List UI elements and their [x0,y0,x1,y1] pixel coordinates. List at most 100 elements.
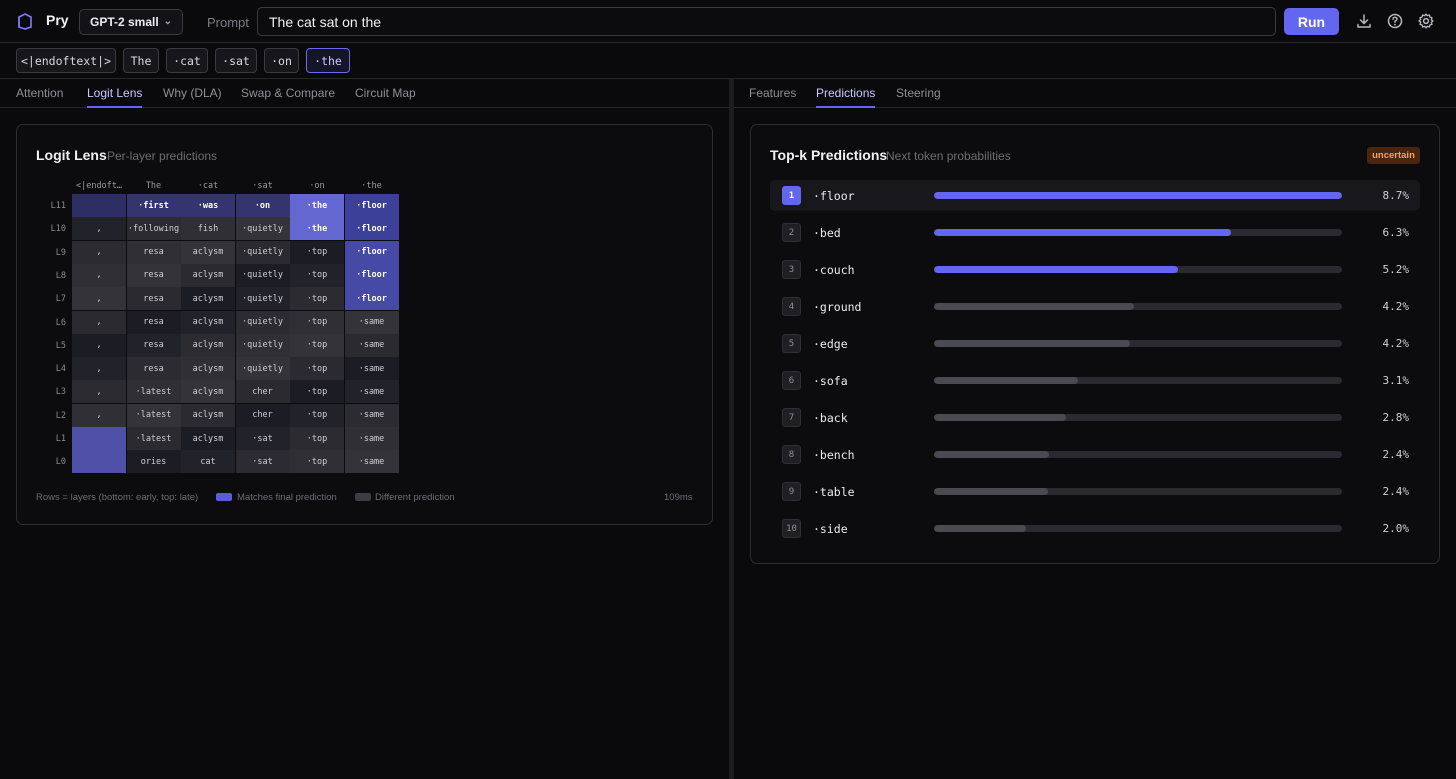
logit-lens-cell[interactable]: resa [126,310,181,334]
logit-lens-cell[interactable]: ·floor [344,287,399,311]
logit-lens-cell[interactable]: aclysm [181,333,235,357]
tab-features[interactable]: Features [749,86,797,100]
logit-lens-cell[interactable]: ·sat [235,450,290,474]
logit-lens-cell[interactable]: aclysm [181,357,235,381]
logit-lens-cell[interactable]: ·on [235,194,290,217]
logit-lens-cell[interactable]: , [72,217,126,241]
pane-divider[interactable] [729,79,734,779]
tab-circuit-map[interactable]: Circuit Map [355,86,416,100]
help-icon[interactable] [1386,12,1404,30]
prediction-row[interactable]: 8 ·bench 2.4% [770,439,1420,470]
logit-lens-cell[interactable]: aclysm [181,240,235,264]
logit-lens-cell[interactable]: , [72,287,126,311]
logit-lens-cell[interactable] [72,450,126,474]
logit-lens-cell[interactable]: ·the [290,217,344,241]
logit-lens-cell[interactable]: cher [235,403,290,427]
logit-lens-cell[interactable]: ·top [290,450,344,474]
token-chip-selected[interactable]: ·the [306,48,350,73]
logit-lens-cell[interactable]: aclysm [181,310,235,334]
tab-attention[interactable]: Attention [16,86,64,100]
logit-lens-cell[interactable]: ories [126,450,181,474]
logit-lens-cell[interactable]: ·latest [126,427,181,450]
logit-lens-cell[interactable]: ·top [290,263,344,287]
prediction-row[interactable]: 7 ·back 2.8% [770,402,1420,433]
logit-lens-cell[interactable]: ·latest [126,403,181,427]
logit-lens-cell[interactable]: , [72,310,126,334]
logit-lens-cell[interactable]: , [72,380,126,404]
logit-lens-cell[interactable]: ·same [344,427,399,450]
prediction-row[interactable]: 2 ·bed 6.3% [770,217,1420,248]
logit-lens-cell[interactable]: ·quietly [235,310,290,334]
logit-lens-cell[interactable]: ·top [290,240,344,264]
tab-predictions[interactable]: Predictions [816,86,876,108]
logit-lens-cell[interactable]: ·quietly [235,217,290,241]
token-chip[interactable]: The [123,48,159,73]
logit-lens-cell[interactable]: cher [235,380,290,404]
logit-lens-cell[interactable]: ·quietly [235,263,290,287]
tab-swap-compare[interactable]: Swap & Compare [241,86,336,100]
logit-lens-cell[interactable]: resa [126,263,181,287]
logit-lens-cell[interactable]: ·top [290,427,344,450]
logit-lens-cell[interactable]: cat [181,450,235,474]
prediction-row[interactable]: 9 ·table 2.4% [770,476,1420,507]
logit-lens-cell[interactable]: fish [181,217,235,241]
logit-lens-cell[interactable]: aclysm [181,380,235,404]
logit-lens-cell[interactable]: ·top [290,287,344,311]
logit-lens-cell[interactable]: ·top [290,310,344,334]
tab-steering[interactable]: Steering [896,86,941,100]
logit-lens-cell[interactable]: resa [126,333,181,357]
logit-lens-cell[interactable]: ·same [344,403,399,427]
logit-lens-cell[interactable]: ·first [126,194,181,217]
logit-lens-cell[interactable]: resa [126,240,181,264]
logit-lens-cell[interactable]: ·floor [344,240,399,264]
token-chip[interactable]: ·on [264,48,299,73]
tab-why-dla[interactable]: Why (DLA) [163,86,222,100]
tab-logit-lens[interactable]: Logit Lens [87,86,143,108]
logit-lens-cell[interactable]: ·the [290,194,344,217]
logit-lens-cell[interactable]: aclysm [181,287,235,311]
logit-lens-cell[interactable]: resa [126,287,181,311]
logit-lens-cell[interactable]: aclysm [181,263,235,287]
logit-lens-cell[interactable]: ·same [344,310,399,334]
logit-lens-cell[interactable] [72,194,126,217]
logit-lens-cell[interactable]: ·top [290,403,344,427]
token-chip[interactable]: ·cat [166,48,208,73]
logit-lens-cell[interactable]: ·floor [344,263,399,287]
prompt-input[interactable] [257,7,1276,36]
logit-lens-cell[interactable]: ·quietly [235,240,290,264]
logit-lens-cell[interactable]: ·same [344,333,399,357]
logit-lens-cell[interactable]: ·same [344,450,399,474]
logit-lens-cell[interactable]: ·sat [235,427,290,450]
logit-lens-cell[interactable]: ·floor [344,194,399,217]
prediction-row[interactable]: 3 ·couch 5.2% [770,254,1420,285]
logit-lens-cell[interactable]: ·following [126,217,181,241]
settings-gear-icon[interactable] [1417,12,1435,30]
logit-lens-cell[interactable]: , [72,240,126,264]
run-button[interactable]: Run [1284,8,1339,35]
logit-lens-cell[interactable]: ·top [290,333,344,357]
logit-lens-cell[interactable]: , [72,357,126,381]
prediction-row[interactable]: 6 ·sofa 3.1% [770,365,1420,396]
logit-lens-cell[interactable]: ·quietly [235,287,290,311]
logit-lens-cell[interactable]: ·same [344,357,399,381]
logit-lens-cell[interactable]: ·quietly [235,333,290,357]
prediction-row[interactable]: 1 ·floor 8.7% [770,180,1420,211]
logit-lens-cell[interactable]: aclysm [181,427,235,450]
token-chip[interactable]: ·sat [215,48,257,73]
logit-lens-cell[interactable]: , [72,403,126,427]
logit-lens-cell[interactable]: ·top [290,357,344,381]
logit-lens-cell[interactable]: , [72,333,126,357]
model-select[interactable]: GPT-2 small ⌄ [79,9,183,35]
logit-lens-cell[interactable] [72,427,126,450]
logit-lens-cell[interactable]: , [72,263,126,287]
logit-lens-cell[interactable]: ·quietly [235,357,290,381]
logit-lens-cell[interactable]: ·floor [344,217,399,241]
logit-lens-cell[interactable]: resa [126,357,181,381]
logit-lens-cell[interactable]: ·latest [126,380,181,404]
prediction-row[interactable]: 4 ·ground 4.2% [770,291,1420,322]
logit-lens-cell[interactable]: ·same [344,380,399,404]
logit-lens-cell[interactable]: aclysm [181,403,235,427]
logit-lens-cell[interactable]: ·top [290,380,344,404]
prediction-row[interactable]: 5 ·edge 4.2% [770,328,1420,359]
prediction-row[interactable]: 10 ·side 2.0% [770,513,1420,544]
